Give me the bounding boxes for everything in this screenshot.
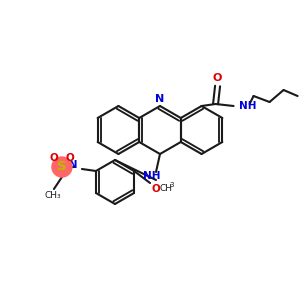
- Text: O: O: [151, 184, 160, 194]
- Circle shape: [52, 157, 72, 177]
- Text: O: O: [66, 153, 74, 163]
- Text: O: O: [50, 153, 58, 163]
- Text: HN: HN: [60, 160, 78, 170]
- Text: N: N: [155, 94, 165, 104]
- Text: S: S: [57, 160, 67, 173]
- Text: CH: CH: [159, 184, 172, 193]
- Text: 3: 3: [169, 182, 174, 188]
- Text: CH₃: CH₃: [45, 191, 61, 200]
- Text: NH: NH: [238, 101, 256, 111]
- Text: O: O: [213, 73, 222, 83]
- Text: NH: NH: [143, 171, 161, 181]
